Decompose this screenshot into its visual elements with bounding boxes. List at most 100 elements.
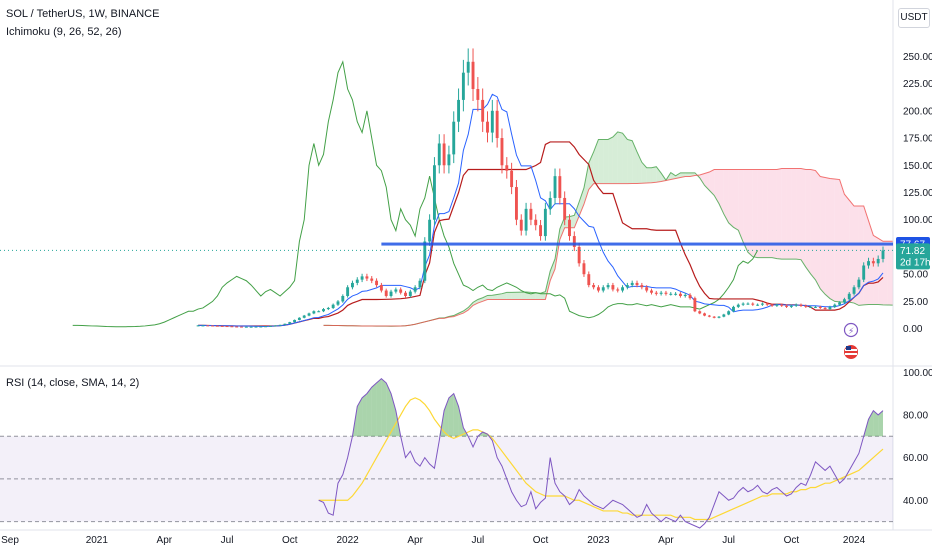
candle-body bbox=[259, 326, 263, 328]
ichimoku-label[interactable]: Ichimoku (9, 26, 52, 26) bbox=[6, 26, 122, 38]
ichimoku-cloud-segment bbox=[723, 169, 729, 223]
candle-body bbox=[606, 285, 610, 288]
ichimoku-cloud-segment bbox=[583, 162, 589, 205]
rsi-overbought-fill bbox=[376, 378, 382, 437]
rsi-tick-label: 40.00 bbox=[903, 496, 928, 507]
ichimoku-cloud-segment bbox=[873, 235, 879, 305]
candle-body bbox=[736, 304, 740, 307]
price-tick-label: 25.00 bbox=[903, 297, 928, 308]
candle-body bbox=[529, 208, 533, 220]
candle-body bbox=[457, 99, 461, 122]
candle-body bbox=[654, 292, 658, 294]
candle-body bbox=[220, 325, 224, 327]
ichimoku-cloud-segment bbox=[593, 139, 599, 184]
candle-body bbox=[717, 316, 721, 318]
candle-body bbox=[244, 326, 248, 328]
ichimoku-cloud-segment bbox=[849, 200, 855, 304]
ichimoku-cloud-segment bbox=[714, 169, 720, 204]
candle-body bbox=[732, 306, 735, 312]
candle-body bbox=[418, 280, 422, 288]
candle-body bbox=[293, 319, 297, 323]
candle-body bbox=[365, 276, 369, 279]
candle-body bbox=[225, 326, 229, 328]
candle-body bbox=[370, 278, 374, 281]
candle-body bbox=[254, 326, 258, 328]
price-tick-label: 150.00 bbox=[903, 161, 932, 172]
candle-body bbox=[780, 304, 784, 306]
lightning-icon bbox=[843, 322, 859, 338]
rsi-overbought-fill bbox=[362, 393, 367, 437]
ichimoku-cloud-segment bbox=[772, 169, 777, 259]
time-tick-label: Oct bbox=[282, 535, 298, 546]
candle-body bbox=[770, 304, 774, 306]
candle-body bbox=[814, 306, 817, 308]
candle-body bbox=[452, 121, 456, 155]
candle-body bbox=[698, 311, 702, 314]
ichimoku-cloud-segment bbox=[473, 299, 478, 306]
candle-body bbox=[596, 287, 600, 291]
rsi-tick-label: 80.00 bbox=[903, 410, 928, 421]
horizontal-level-line bbox=[381, 242, 893, 246]
rsi-overbought-fill bbox=[381, 378, 387, 437]
price-tag-current-text: 71.82 bbox=[900, 246, 925, 257]
ichimoku-cloud-segment bbox=[825, 177, 830, 299]
ichimoku-cloud-segment bbox=[801, 168, 806, 268]
flag-stripe bbox=[845, 353, 857, 355]
chart-title: SOL / TetherUS, 1W, BINANCE bbox=[6, 8, 160, 20]
candle-body bbox=[847, 293, 851, 300]
candle-body bbox=[635, 282, 639, 286]
conversion-line bbox=[198, 93, 884, 327]
candle-body bbox=[317, 311, 321, 313]
candle-body bbox=[215, 325, 219, 327]
candle-body bbox=[264, 326, 268, 328]
candle-body bbox=[432, 165, 436, 220]
rsi-overbought-fill bbox=[371, 382, 377, 437]
candle-body bbox=[881, 250, 885, 259]
ichimoku-cloud-segment bbox=[651, 166, 657, 183]
candle-body bbox=[312, 311, 316, 314]
ichimoku-cloud-segment bbox=[796, 168, 802, 260]
candle-body bbox=[341, 295, 345, 302]
rsi-label[interactable]: RSI (14, close, SMA, 14, 2) bbox=[6, 377, 140, 389]
candle-body bbox=[688, 294, 692, 299]
ichimoku-cloud-segment bbox=[829, 178, 835, 302]
candle-body bbox=[804, 305, 808, 307]
lagging-span bbox=[72, 60, 759, 328]
ichimoku-cloud-segment bbox=[767, 169, 773, 258]
rsi-overbought-fill bbox=[357, 397, 363, 437]
candle-body bbox=[211, 325, 215, 327]
rsi-overbought-fill bbox=[444, 397, 449, 437]
ichimoku-cloud-segment bbox=[863, 206, 869, 305]
candle-body bbox=[500, 138, 504, 166]
ichimoku-cloud-segment bbox=[550, 258, 556, 281]
candle-body bbox=[809, 306, 813, 308]
ichimoku-cloud-segment bbox=[612, 131, 618, 184]
candle-body bbox=[423, 241, 427, 281]
rsi-line bbox=[318, 377, 884, 529]
candle-body bbox=[871, 261, 875, 264]
ichimoku-cloud-segment bbox=[622, 133, 628, 184]
price-tick-label: 0.00 bbox=[903, 324, 923, 335]
ichimoku-cloud-segment bbox=[603, 139, 609, 184]
time-tick-label: 2024 bbox=[843, 535, 866, 546]
candle-body bbox=[471, 61, 475, 90]
currency-unit-badge[interactable]: USDT bbox=[898, 8, 930, 28]
candle-body bbox=[206, 325, 210, 327]
candle-body bbox=[678, 293, 682, 296]
ichimoku-cloud-segment bbox=[791, 168, 797, 260]
candle-body bbox=[543, 208, 547, 237]
time-tick-label: Oct bbox=[784, 535, 800, 546]
ichimoku-cloud-segment bbox=[719, 169, 724, 215]
candle-body bbox=[548, 197, 552, 209]
candle-body bbox=[727, 311, 731, 315]
candle-body bbox=[394, 289, 398, 292]
ichimoku-cloud-segment bbox=[728, 169, 734, 228]
candle-body bbox=[283, 323, 287, 325]
ichimoku-cloud-segment bbox=[685, 172, 691, 177]
ichimoku-cloud-segment bbox=[704, 172, 710, 191]
rsi-overbought-fill bbox=[878, 410, 883, 437]
price-tick-label: 175.00 bbox=[903, 134, 932, 145]
candle-body bbox=[693, 298, 697, 312]
time-tick-label: Apr bbox=[407, 535, 423, 546]
